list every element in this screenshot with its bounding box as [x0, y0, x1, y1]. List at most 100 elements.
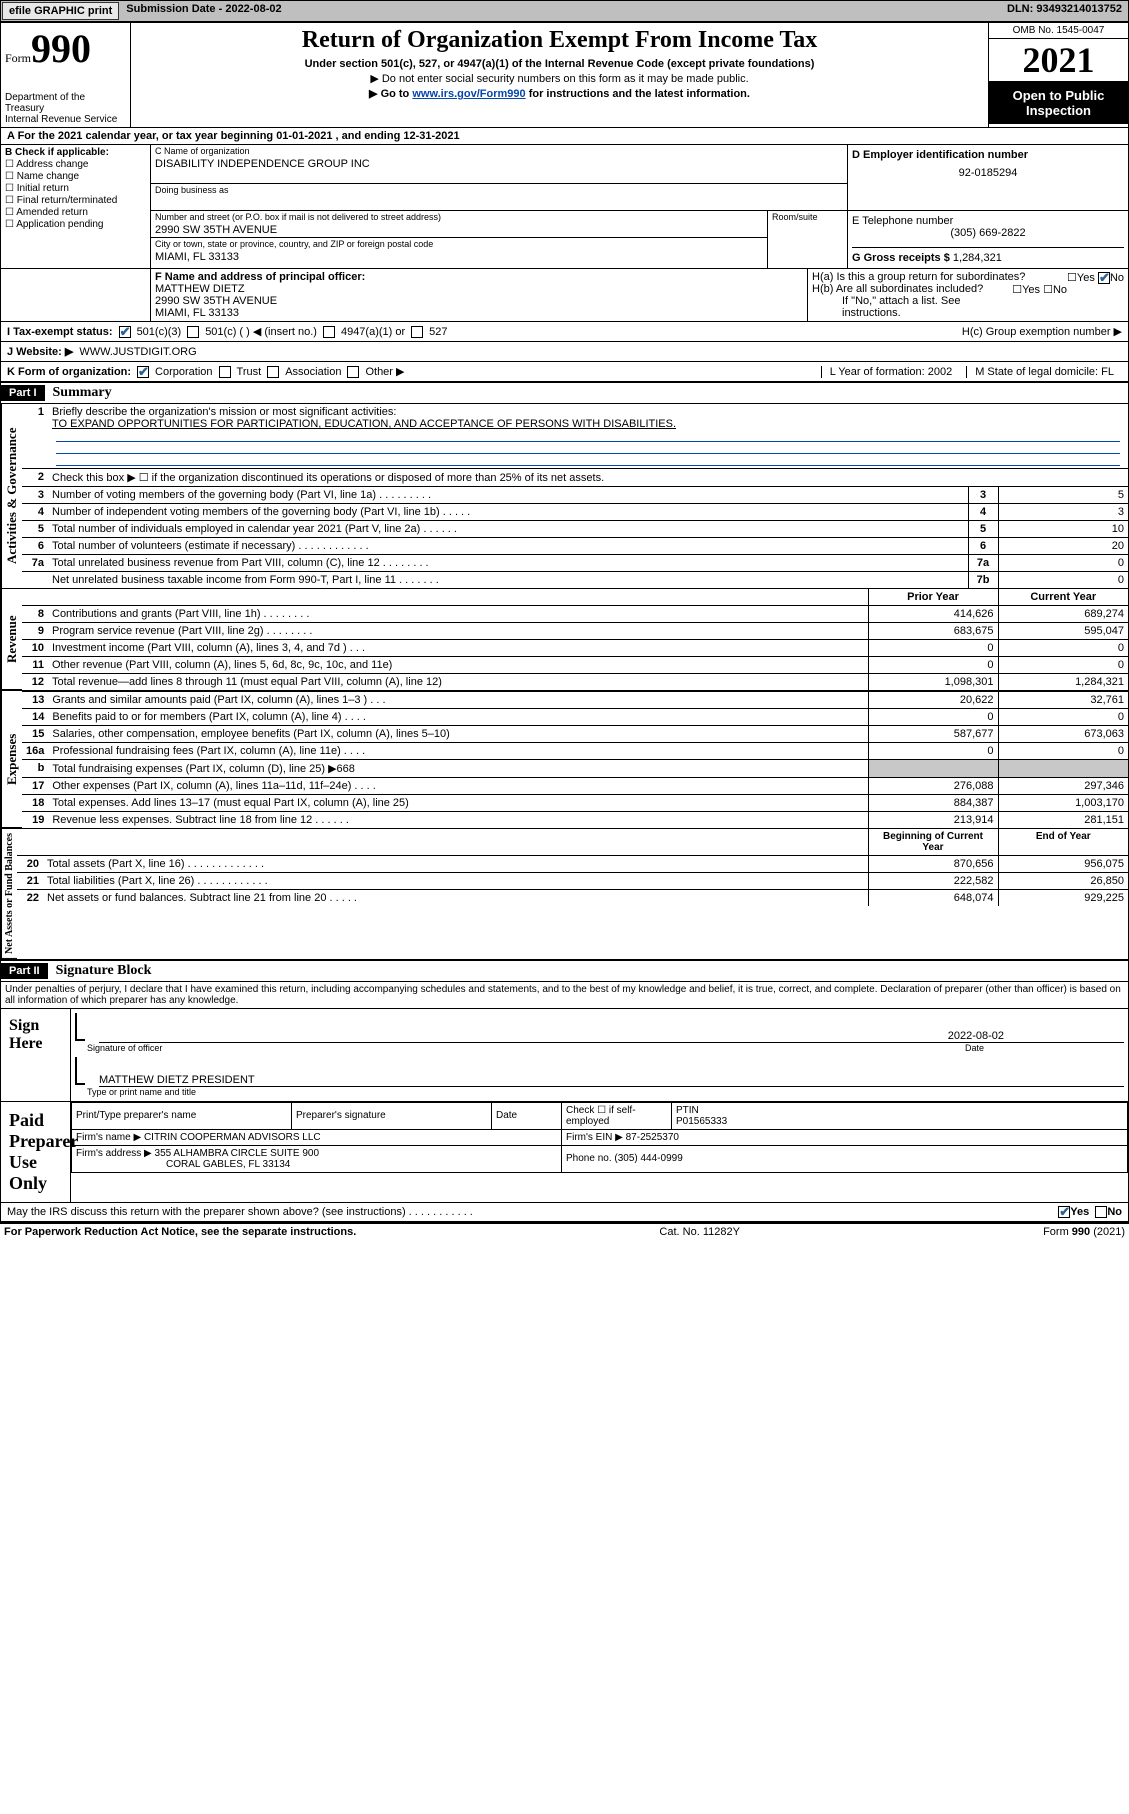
submission-label: Submission Date - 2022-08-02 [120, 1, 287, 21]
tab-governance: Activities & Governance [1, 404, 22, 588]
form-header: Form990 Department of the Treasury Inter… [0, 22, 1129, 128]
year-formation: L Year of formation: 2002 [821, 366, 961, 378]
chk-527[interactable] [411, 326, 423, 338]
chk-assoc[interactable] [267, 366, 279, 378]
top-header-bar: efile GRAPHIC print Submission Date - 20… [0, 0, 1129, 22]
footer-left: For Paperwork Reduction Act Notice, see … [4, 1226, 356, 1238]
street-value: 2990 SW 35TH AVENUE [151, 223, 767, 237]
chk-other[interactable] [347, 366, 359, 378]
sig-name-label: Type or print name and title [87, 1087, 1124, 1097]
officer-name: MATTHEW DIETZ PRESIDENT [99, 1074, 255, 1086]
prep-name-label: Print/Type preparer's name [72, 1102, 292, 1129]
part-ii-header: Part II [1, 963, 48, 979]
summary-line: 11Other revenue (Part VIII, column (A), … [22, 657, 1128, 674]
col-current: Current Year [998, 589, 1128, 605]
summary-line: 17Other expenses (Part IX, column (A), l… [22, 778, 1128, 795]
form-subtitle: Under section 501(c), 527, or 4947(a)(1)… [135, 58, 984, 70]
part-ii-title: Signature Block [48, 961, 160, 981]
room-label: Room/suite [768, 211, 847, 223]
org-name: DISABILITY INDEPENDENCE GROUP INC [151, 157, 847, 171]
summary-line: 13Grants and similar amounts paid (Part … [22, 692, 1128, 709]
row-i: I Tax-exempt status: 501(c)(3) 501(c) ( … [0, 322, 1129, 342]
col-beginning: Beginning of Current Year [868, 829, 998, 855]
note-no-ssn: ▶ Do not enter social security numbers o… [135, 72, 984, 85]
footer-form: Form 990 (2021) [1043, 1226, 1125, 1238]
paid-preparer-label: Paid Preparer Use Only [1, 1102, 71, 1202]
part-i-header: Part I [1, 385, 45, 401]
city-value: MIAMI, FL 33133 [151, 250, 767, 264]
chk-amended[interactable]: ☐ Amended return [5, 207, 146, 218]
firm-phone: Phone no. (305) 444-0999 [562, 1145, 1128, 1172]
chk-initial-return[interactable]: ☐ Initial return [5, 183, 146, 194]
tab-expenses: Expenses [1, 691, 22, 828]
footer-cat: Cat. No. 11282Y [659, 1226, 740, 1238]
summary-line: 22Net assets or fund balances. Subtract … [17, 890, 1128, 907]
dept-label: Department of the Treasury [5, 92, 126, 114]
chk-501c[interactable] [187, 326, 199, 338]
sig-date-label: Date [965, 1043, 984, 1053]
chk-4947[interactable] [323, 326, 335, 338]
website-value: WWW.JUSTDIGIT.ORG [79, 346, 196, 358]
discuss-row: May the IRS discuss this return with the… [0, 1203, 1129, 1222]
part-i-title: Summary [45, 383, 120, 403]
phone-value: (305) 669-2822 [852, 227, 1124, 239]
dba-label: Doing business as [151, 184, 847, 196]
tab-revenue: Revenue [1, 589, 22, 690]
tax-year: 2021 [989, 39, 1128, 82]
col-prior: Prior Year [868, 589, 998, 605]
summary-line: 3Number of voting members of the governi… [22, 487, 1128, 504]
firm-address: Firm's address ▶ 355 ALHAMBRA CIRCLE SUI… [72, 1145, 562, 1172]
line2-text: Check this box ▶ ☐ if the organization d… [48, 469, 1128, 487]
public-inspection: Open to Public Inspection [989, 82, 1128, 124]
summary-line: 20Total assets (Part X, line 16) . . . .… [17, 856, 1128, 873]
form-title: Return of Organization Exempt From Incom… [135, 27, 984, 54]
summary-line: 21Total liabilities (Part X, line 26) . … [17, 873, 1128, 890]
form-990-label: Form990 [5, 25, 126, 72]
box-h: H(a) Is this a group return for subordin… [808, 269, 1128, 321]
summary-line: bTotal fundraising expenses (Part IX, co… [22, 760, 1128, 778]
summary-line: 8Contributions and grants (Part VIII, li… [22, 606, 1128, 623]
prep-selfemp: Check ☐ if self-employed [562, 1102, 672, 1129]
sig-officer-label: Signature of officer [87, 1043, 162, 1053]
gross-receipts: 1,284,321 [953, 252, 1002, 264]
chk-discuss-yes[interactable] [1058, 1206, 1070, 1218]
box-g-label: G Gross receipts $ [852, 252, 953, 264]
dba-value [151, 196, 847, 210]
mission-text: TO EXPAND OPPORTUNITIES FOR PARTICIPATIO… [52, 418, 676, 430]
chk-app-pending[interactable]: ☐ Application pending [5, 219, 146, 230]
summary-line: Net unrelated business taxable income fr… [22, 572, 1128, 589]
state-domicile: M State of legal domicile: FL [966, 366, 1122, 378]
irs-label: Internal Revenue Service [5, 114, 126, 125]
tab-netassets: Net Assets or Fund Balances [1, 829, 17, 959]
chk-h-a-no[interactable] [1098, 272, 1110, 284]
box-h-c: H(c) Group exemption number ▶ [962, 325, 1122, 338]
box-b: B Check if applicable: ☐ Address change … [1, 145, 151, 268]
efile-print-button[interactable]: efile GRAPHIC print [2, 2, 119, 20]
summary-line: 9Program service revenue (Part VIII, lin… [22, 623, 1128, 640]
note-goto: ▶ Go to www.irs.gov/Form990 for instruct… [135, 87, 984, 100]
chk-final-return[interactable]: ☐ Final return/terminated [5, 195, 146, 206]
chk-trust[interactable] [219, 366, 231, 378]
prep-date-label: Date [492, 1102, 562, 1129]
box-f: F Name and address of principal officer:… [151, 269, 808, 321]
box-e-label: E Telephone number [852, 215, 1124, 227]
summary-line: 15Salaries, other compensation, employee… [22, 726, 1128, 743]
chk-501c3[interactable] [119, 326, 131, 338]
chk-corp[interactable] [137, 366, 149, 378]
row-k: K Form of organization: Corporation Trus… [0, 362, 1129, 383]
chk-address-change[interactable]: ☐ Address change [5, 159, 146, 170]
chk-name-change[interactable]: ☐ Name change [5, 171, 146, 182]
ein-value: 92-0185294 [852, 167, 1124, 179]
summary-line: 10Investment income (Part VIII, column (… [22, 640, 1128, 657]
col-end: End of Year [998, 829, 1128, 855]
row-a-period: A For the 2021 calendar year, or tax yea… [0, 128, 1129, 145]
city-label: City or town, state or province, country… [151, 238, 767, 250]
row-j: J Website: ▶ WWW.JUSTDIGIT.ORG [0, 342, 1129, 362]
chk-discuss-no[interactable] [1095, 1206, 1107, 1218]
sign-date: 2022-08-02 [948, 1030, 1004, 1042]
firm-name: Firm's name ▶ CITRIN COOPERMAN ADVISORS … [72, 1129, 562, 1145]
sign-here-label: Sign Here [1, 1009, 71, 1101]
prep-sig-label: Preparer's signature [292, 1102, 492, 1129]
penalty-text: Under penalties of perjury, I declare th… [1, 982, 1128, 1008]
irs-link[interactable]: www.irs.gov/Form990 [412, 88, 525, 100]
